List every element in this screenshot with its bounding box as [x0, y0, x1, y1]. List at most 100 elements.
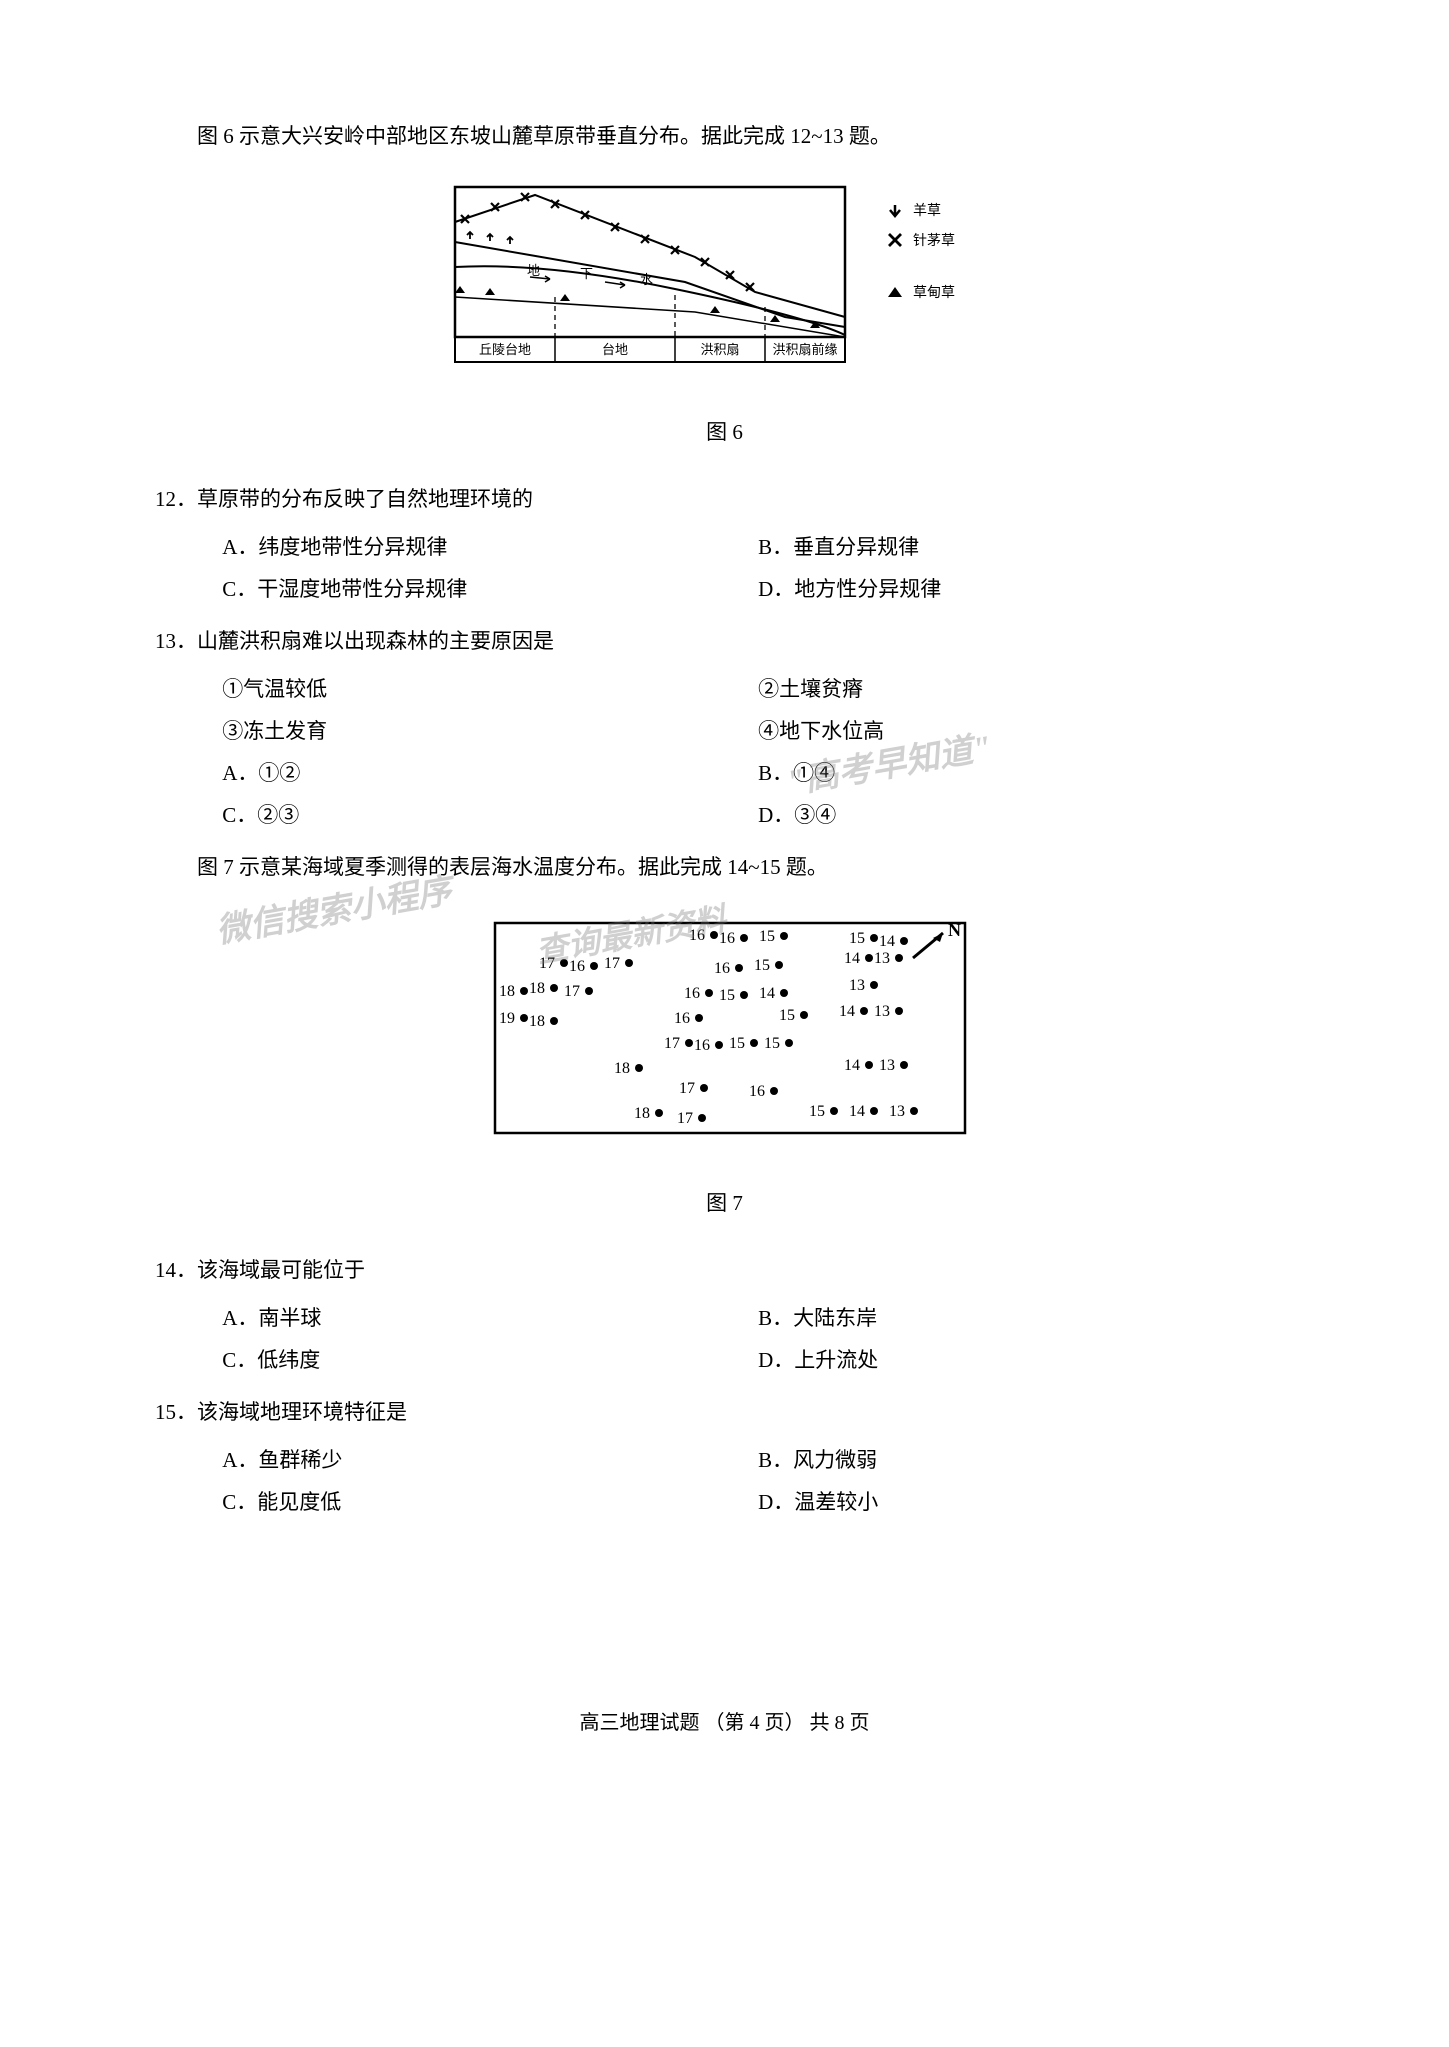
svg-text:18: 18	[529, 1013, 545, 1030]
q12-options-row2: C．干湿度地带性分异规律 D．地方性分异规律	[222, 568, 1294, 610]
svg-text:丘陵台地: 丘陵台地	[478, 342, 530, 357]
q14-number: 14．	[155, 1258, 197, 1282]
svg-text:草甸草: 草甸草	[913, 285, 955, 301]
svg-text:17: 17	[677, 1110, 693, 1127]
q13-items-row2: ③冻土发育 ④地下水位高	[222, 710, 1294, 752]
svg-text:16: 16	[714, 960, 730, 977]
question-15: 15．该海域地理环境特征是	[155, 1391, 1294, 1433]
svg-text:针茅草: 针茅草	[913, 233, 955, 249]
svg-text:13: 13	[874, 1003, 890, 1020]
svg-text:16: 16	[749, 1083, 765, 1100]
figure-6-container: 地 下 水丘陵台地 台地 洪积扇 洪积扇前缘 羊草针茅草草甸草	[155, 177, 1294, 391]
q13-items-row1: ①气温较低 ②土壤贫瘠	[222, 668, 1294, 710]
svg-text:17: 17	[664, 1035, 680, 1052]
svg-text:17: 17	[564, 983, 580, 1000]
figure-7-container: 微信搜索小程序 查询最新资料 N161615151417161716151413…	[155, 908, 1294, 1162]
question-14: 14．该海域最可能位于	[155, 1249, 1294, 1291]
svg-text:地: 地	[527, 263, 540, 278]
question-12: 12．草原带的分布反映了自然地理环境的	[155, 478, 1294, 520]
svg-text:下: 下	[580, 266, 593, 281]
svg-text:14: 14	[879, 933, 895, 950]
q13-text: 山麓洪积扇难以出现森林的主要原因是	[197, 629, 554, 653]
svg-text:N: N	[948, 920, 961, 940]
svg-text:16: 16	[689, 927, 705, 944]
q13-option-a: A．①②	[222, 752, 758, 794]
q14-option-c: C．低纬度	[222, 1339, 758, 1381]
svg-text:16: 16	[694, 1037, 710, 1054]
svg-text:台地: 台地	[601, 342, 627, 357]
q15-option-b: B．风力微弱	[758, 1439, 1294, 1481]
svg-text:17: 17	[604, 955, 620, 972]
svg-text:15: 15	[719, 987, 735, 1004]
intro-text-2: 图 7 示意某海域夏季测得的表层海水温度分布。据此完成 14~15 题。	[155, 846, 1294, 888]
q12-number: 12．	[155, 487, 197, 511]
svg-text:15: 15	[754, 957, 770, 974]
q13-item-4: ④地下水位高	[758, 710, 1294, 752]
svg-text:16: 16	[719, 930, 735, 947]
q15-options-row2: C．能见度低 D．温差较小	[222, 1481, 1294, 1523]
q12-text: 草原带的分布反映了自然地理环境的	[197, 487, 533, 511]
q14-option-b: B．大陆东岸	[758, 1297, 1294, 1339]
q13-option-c: C．②③	[222, 794, 758, 836]
q15-number: 15．	[155, 1400, 197, 1424]
svg-text:14: 14	[839, 1003, 855, 1020]
question-13: 13．山麓洪积扇难以出现森林的主要原因是	[155, 620, 1294, 662]
svg-text:14: 14	[849, 1103, 865, 1120]
svg-text:13: 13	[874, 950, 890, 967]
figure-7-caption: 图 7	[155, 1182, 1294, 1224]
q15-option-a: A．鱼群稀少	[222, 1439, 758, 1481]
figure-6-caption: 图 6	[155, 411, 1294, 453]
svg-text:18: 18	[614, 1060, 630, 1077]
figure-7-svg: N161615151417161716151413181817161514131…	[445, 908, 1005, 1148]
q14-option-a: A．南半球	[222, 1297, 758, 1339]
svg-text:15: 15	[809, 1103, 825, 1120]
figure-6-svg: 地 下 水丘陵台地 台地 洪积扇 洪积扇前缘 羊草针茅草草甸草	[445, 177, 1005, 377]
q12-options-row1: A．纬度地带性分异规律 B．垂直分异规律	[222, 526, 1294, 568]
svg-text:15: 15	[779, 1007, 795, 1024]
svg-text:19: 19	[499, 1010, 515, 1027]
svg-text:15: 15	[849, 930, 865, 947]
svg-text:水: 水	[640, 272, 653, 287]
svg-text:18: 18	[529, 980, 545, 997]
svg-text:羊草: 羊草	[913, 203, 941, 219]
q13-item-3: ③冻土发育	[222, 710, 758, 752]
q13-item-2: ②土壤贫瘠	[758, 668, 1294, 710]
q13-option-d: D．③④	[758, 794, 1294, 836]
svg-text:13: 13	[879, 1057, 895, 1074]
q14-option-d: D．上升流处	[758, 1339, 1294, 1381]
svg-text:15: 15	[729, 1035, 745, 1052]
svg-text:15: 15	[759, 928, 775, 945]
q14-options-row2: C．低纬度 D．上升流处	[222, 1339, 1294, 1381]
q14-text: 该海域最可能位于	[197, 1258, 365, 1282]
q13-number: 13．	[155, 629, 197, 653]
svg-text:16: 16	[674, 1010, 690, 1027]
svg-text:18: 18	[499, 983, 515, 1000]
svg-text:13: 13	[849, 977, 865, 994]
svg-text:洪积扇前缘: 洪积扇前缘	[772, 342, 837, 357]
svg-text:14: 14	[759, 985, 775, 1002]
q13-options-row1: A．①② B．①④	[222, 752, 1294, 794]
intro-text-1: 图 6 示意大兴安岭中部地区东坡山麓草原带垂直分布。据此完成 12~13 题。	[155, 115, 1294, 157]
svg-text:18: 18	[634, 1105, 650, 1122]
q12-option-d: D．地方性分异规律	[758, 568, 1294, 610]
svg-text:14: 14	[844, 1057, 860, 1074]
q14-options-row1: A．南半球 B．大陆东岸	[222, 1297, 1294, 1339]
q13-options-row2: C．②③ D．③④	[222, 794, 1294, 836]
svg-text:17: 17	[539, 955, 555, 972]
q15-option-c: C．能见度低	[222, 1481, 758, 1523]
svg-text:16: 16	[569, 958, 585, 975]
svg-text:17: 17	[679, 1080, 695, 1097]
q12-option-b: B．垂直分异规律	[758, 526, 1294, 568]
page-footer: 高三地理试题 （第 4 页） 共 8 页	[155, 1703, 1294, 1743]
q15-option-d: D．温差较小	[758, 1481, 1294, 1523]
q12-option-a: A．纬度地带性分异规律	[222, 526, 758, 568]
q15-text: 该海域地理环境特征是	[197, 1400, 407, 1424]
svg-text:16: 16	[684, 985, 700, 1002]
q15-options-row1: A．鱼群稀少 B．风力微弱	[222, 1439, 1294, 1481]
q13-item-1: ①气温较低	[222, 668, 758, 710]
svg-text:15: 15	[764, 1035, 780, 1052]
q12-option-c: C．干湿度地带性分异规律	[222, 568, 758, 610]
svg-text:13: 13	[889, 1103, 905, 1120]
svg-text:洪积扇: 洪积扇	[700, 342, 739, 357]
q13-option-b: B．①④	[758, 752, 1294, 794]
